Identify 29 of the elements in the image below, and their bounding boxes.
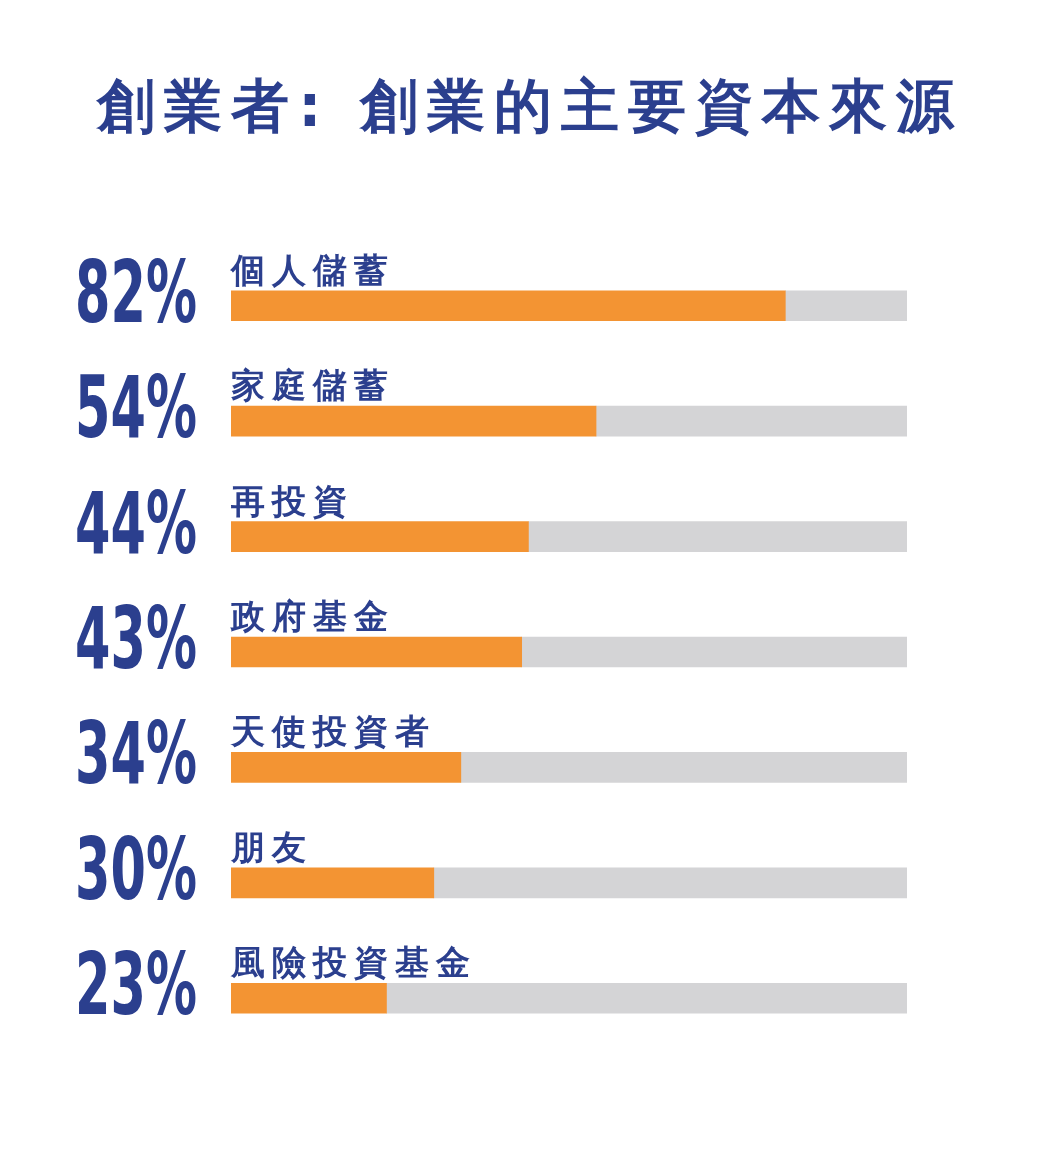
bar (231, 867, 435, 899)
bar (784, 290, 907, 322)
bar (231, 290, 786, 322)
bar (433, 867, 907, 899)
bar (231, 982, 387, 1014)
y-tick-label: 風險投資基金 (230, 942, 477, 983)
bar (231, 636, 523, 668)
bar (231, 521, 529, 552)
data-label: 23% (75, 933, 197, 1035)
bar (231, 405, 597, 437)
data-label: 82% (75, 241, 197, 343)
data-label: 30% (75, 818, 197, 920)
data-label: 44% (75, 472, 197, 574)
data-label: 34% (75, 703, 197, 805)
bar (386, 982, 907, 1014)
y-tick-label: 個人儲蓄 (230, 249, 395, 290)
chart-title: 創業者: 創業的主要資本來源 (95, 72, 963, 140)
y-tick-label: 天使投資者 (230, 711, 436, 752)
bar (460, 752, 907, 783)
bar (595, 405, 907, 437)
y-tick-label: 朋友 (230, 826, 313, 867)
data-label: 54% (75, 356, 197, 458)
bar (231, 752, 462, 783)
y-tick-label: 家庭儲蓄 (231, 365, 395, 406)
y-tick-label: 再投資 (230, 480, 354, 521)
y-tick-label: 政府基金 (230, 596, 395, 636)
bar (521, 636, 907, 668)
data-label: 43% (75, 587, 197, 689)
bar (528, 521, 907, 552)
